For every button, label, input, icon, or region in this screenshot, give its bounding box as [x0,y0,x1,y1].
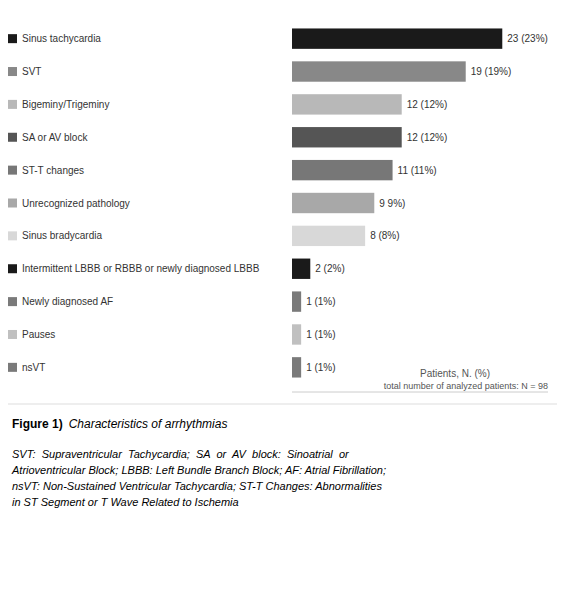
data-label: 9 9%) [379,198,405,209]
data-label: 12 (12%) [407,99,448,110]
caption: SVT: Supraventricular Tachycardia; SA or… [11,448,386,508]
bars [292,28,502,377]
data-label: 1 (1%) [306,362,335,373]
category-label: SA or AV block [22,132,88,143]
chart-root: 23 (23%) Sinus tachycardia 19 (19%) SVT 12 (… [0,0,567,613]
category-swatch [8,100,17,109]
labels: 23 (23%) Sinus tachycardia 19 (19%) SVT 12 (… [8,33,548,373]
category-label: Pauses [22,329,55,340]
bar [292,226,365,246]
category-swatch [8,264,17,273]
category-label: Newly diagnosed AF [22,296,113,307]
bar [292,160,393,180]
category-swatch [8,363,17,372]
category-label: Unrecognized pathology [22,198,130,209]
category-swatch [8,199,17,208]
category-swatch [8,330,17,339]
data-label: 19 (19%) [471,66,512,77]
category-label: Intermittent LBBB or RBBB or newly diagn… [22,263,260,274]
title: Figure 1) [12,417,63,431]
category-label: ST-T changes [22,165,84,176]
category-swatch [8,67,17,76]
data-label: 8 (8%) [370,230,399,241]
category-label: Sinus tachycardia [22,33,101,44]
subtitle: Characteristics of arrhythmias [69,417,228,431]
category-label: Bigeminy/Trigeminy [22,99,109,110]
data-label: 11 (11%) [398,165,437,176]
data-label: 1 (1%) [306,329,335,340]
data-label: 23 (23%) [507,33,548,44]
x-axis-line [292,392,548,393]
category-swatch [8,297,17,306]
bar [292,61,466,81]
category-swatch [8,34,17,43]
bar [292,291,301,311]
category-swatch [8,231,17,240]
bar [292,357,301,377]
category-label: nsVT [22,362,45,373]
bar [292,127,402,147]
caption-line: Atrioventricular Block; LBBB: Left Bundl… [11,464,386,476]
caption-line: SVT: Supraventricular Tachycardia; SA or… [12,448,350,460]
category-swatch [8,166,17,175]
data-label: 1 (1%) [306,296,335,307]
data-label: 2 (2%) [315,263,344,274]
category-label: SVT [22,66,41,77]
bar [292,259,310,279]
caption-line: nsVT: Non-Sustained Ventricular Tachycar… [12,480,382,492]
category-swatch [8,133,17,142]
data-label: 12 (12%) [407,132,448,143]
annotation: total number of analyzed patients: N = 9… [384,381,548,391]
separator [8,404,557,405]
bar [292,193,374,213]
bar [292,28,502,48]
bar [292,324,301,344]
caption-line: in ST Segment or T Wave Related to Ische… [12,496,239,508]
category-label: Sinus bradycardia [22,230,102,241]
bar [292,94,402,114]
annotation: Patients, N. (%) [420,368,490,379]
